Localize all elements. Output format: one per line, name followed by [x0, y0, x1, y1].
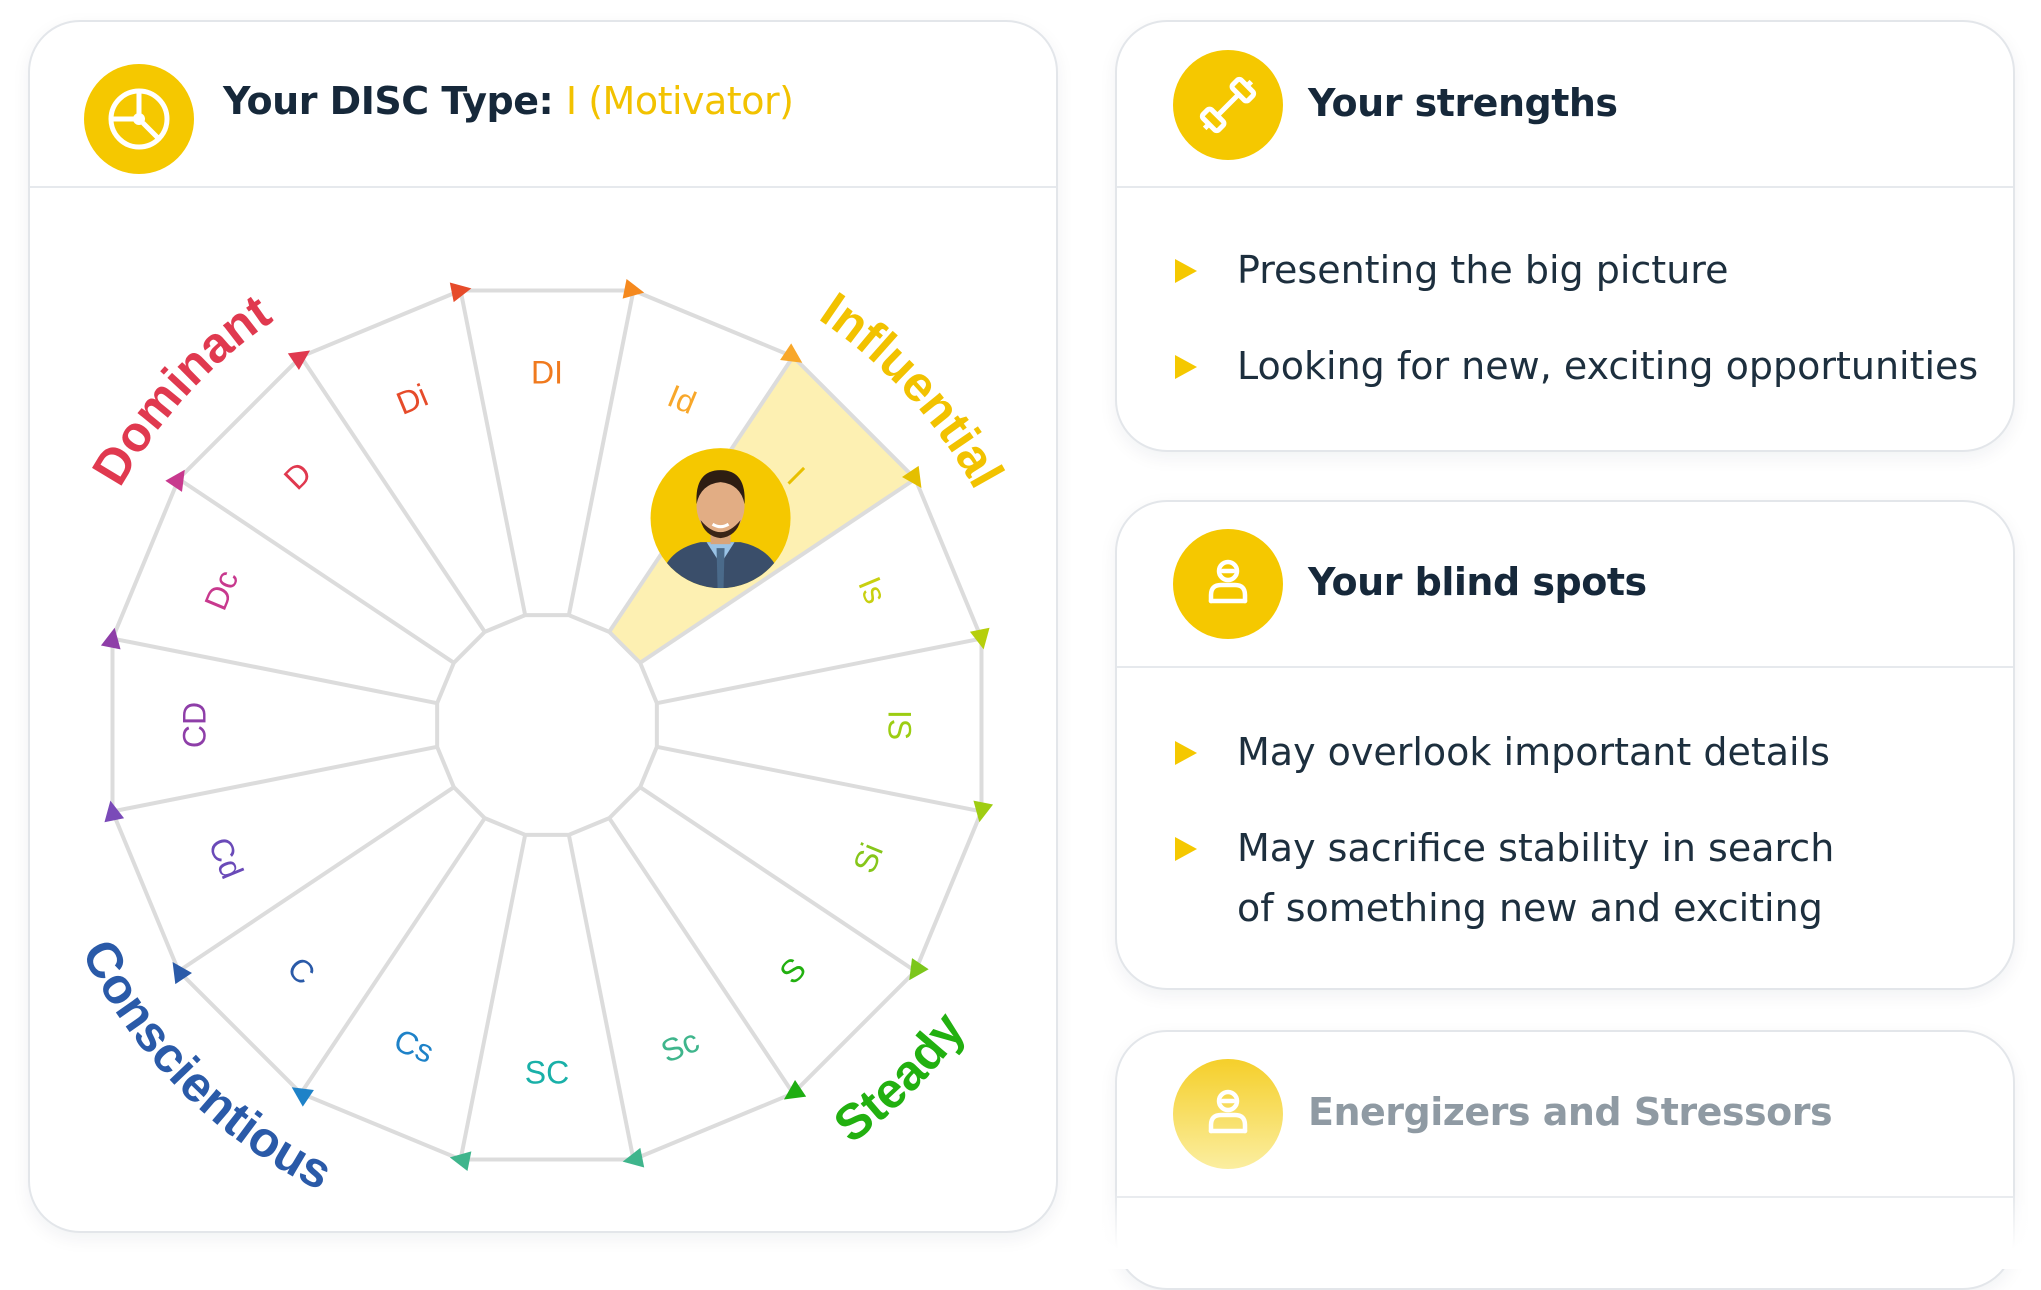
profile-avatar[interactable]: [650, 448, 791, 589]
blindspots-card: Your blind spots May overlook important …: [1115, 500, 2015, 990]
segment-label: DI: [531, 354, 563, 390]
wheel-spoke: [639, 785, 917, 973]
segment-label: D: [277, 455, 319, 497]
segment-label: Cd: [202, 832, 251, 884]
person-icon: [1173, 1059, 1283, 1169]
disc-type-card: Your DISC Type: I (Motivator) DI Id I Is IS S…: [28, 20, 1058, 1233]
list-item: Looking for new, exciting opportunities: [1175, 336, 1978, 396]
wheel-spoke: [566, 290, 636, 616]
wheel-spoke: [458, 290, 528, 616]
strengths-card: Your strengths Presenting the big pictur…: [1115, 20, 2015, 452]
segment-label: C: [280, 950, 322, 992]
segment-marker: [165, 469, 185, 492]
strength-text: Presenting the big picture: [1237, 248, 1729, 292]
segment-label: IS: [882, 710, 918, 740]
quadrant-label-steady: Steady: [824, 1002, 976, 1154]
segment-label: Cs: [389, 1022, 439, 1070]
bullet-arrow-icon: [1175, 355, 1197, 379]
segment-marker: [969, 627, 990, 650]
energizers-title: Energizers and Stressors: [1308, 1090, 1833, 1134]
wheel-spoke: [112, 744, 438, 814]
wheel-spoke: [177, 477, 455, 665]
wheel-spoke: [566, 834, 636, 1160]
segment-marker: [172, 961, 192, 985]
segment-marker: [622, 1147, 645, 1168]
segment-marker: [104, 800, 125, 823]
segment-label: Dc: [197, 565, 245, 615]
segment-marker: [100, 627, 121, 650]
bullet-arrow-icon: [1175, 741, 1197, 765]
segment-label: Is: [851, 572, 894, 609]
bullet-arrow-icon: [1175, 259, 1197, 283]
segment-label: CD: [176, 702, 212, 748]
person-icon: [1173, 529, 1283, 639]
strengths-title: Your strengths: [1308, 81, 1618, 125]
wheel-spoke: [458, 834, 528, 1160]
energizers-card-header: Energizers and Stressors: [1117, 1032, 2013, 1198]
disc-type-prefix: Your DISC Type:: [223, 79, 554, 123]
wheel-spoke: [656, 744, 982, 814]
wheel-spoke: [299, 817, 487, 1095]
list-item: May sacrifice stability in search of som…: [1175, 818, 1875, 938]
dumbbell-icon: [1173, 50, 1283, 160]
strength-text: Looking for new, exciting opportunities: [1237, 344, 1979, 388]
wheel-center: [435, 613, 659, 837]
strengths-list: Presenting the big picture Looking for n…: [1175, 240, 1978, 396]
wheel-spoke: [607, 817, 795, 1095]
segment-marker: [909, 958, 929, 981]
quadrant-label-dominant: Dominant: [81, 283, 281, 494]
segment-marker: [783, 1080, 807, 1100]
segment-label: Di: [391, 377, 433, 422]
wheel-spoke: [299, 355, 487, 633]
list-item: Presenting the big picture: [1175, 240, 1978, 300]
wheel-spoke: [177, 785, 455, 973]
blindspots-title: Your blind spots: [1308, 560, 1647, 604]
disc-type-title: Your DISC Type: I (Motivator): [223, 79, 794, 123]
segment-label: S: [772, 950, 813, 991]
blindspots-list: May overlook important details May sacri…: [1175, 722, 1875, 938]
wheel-spoke: [639, 477, 917, 665]
list-item: May overlook important details: [1175, 722, 1875, 782]
segment-label: Si: [846, 838, 890, 878]
blindspots-card-header: Your blind spots: [1117, 502, 2013, 668]
segment-marker: [902, 465, 922, 489]
disc-type-value: I (Motivator): [565, 79, 794, 123]
segment-label: Sc: [656, 1022, 704, 1070]
target-icon: [84, 64, 194, 174]
bottom-fade: [1100, 1190, 2041, 1269]
segment-label: SC: [525, 1054, 569, 1090]
bullet-arrow-icon: [1175, 837, 1197, 861]
segment-marker: [291, 1087, 314, 1107]
strengths-card-header: Your strengths: [1117, 22, 2013, 188]
segment-marker: [780, 343, 803, 363]
segment-marker: [973, 800, 994, 823]
blindspot-text: May overlook important details: [1237, 730, 1830, 774]
segment-marker: [622, 278, 645, 299]
segment-marker: [449, 1151, 472, 1172]
segment-marker: [449, 282, 472, 303]
blindspot-text: May sacrifice stability in search of som…: [1237, 826, 1835, 930]
segment-label: Id: [663, 378, 701, 421]
wheel-spoke: [112, 636, 438, 706]
wheel-spoke: [656, 636, 982, 706]
disc-card-header: Your DISC Type: I (Motivator): [30, 22, 1056, 188]
segment-marker: [287, 350, 311, 370]
